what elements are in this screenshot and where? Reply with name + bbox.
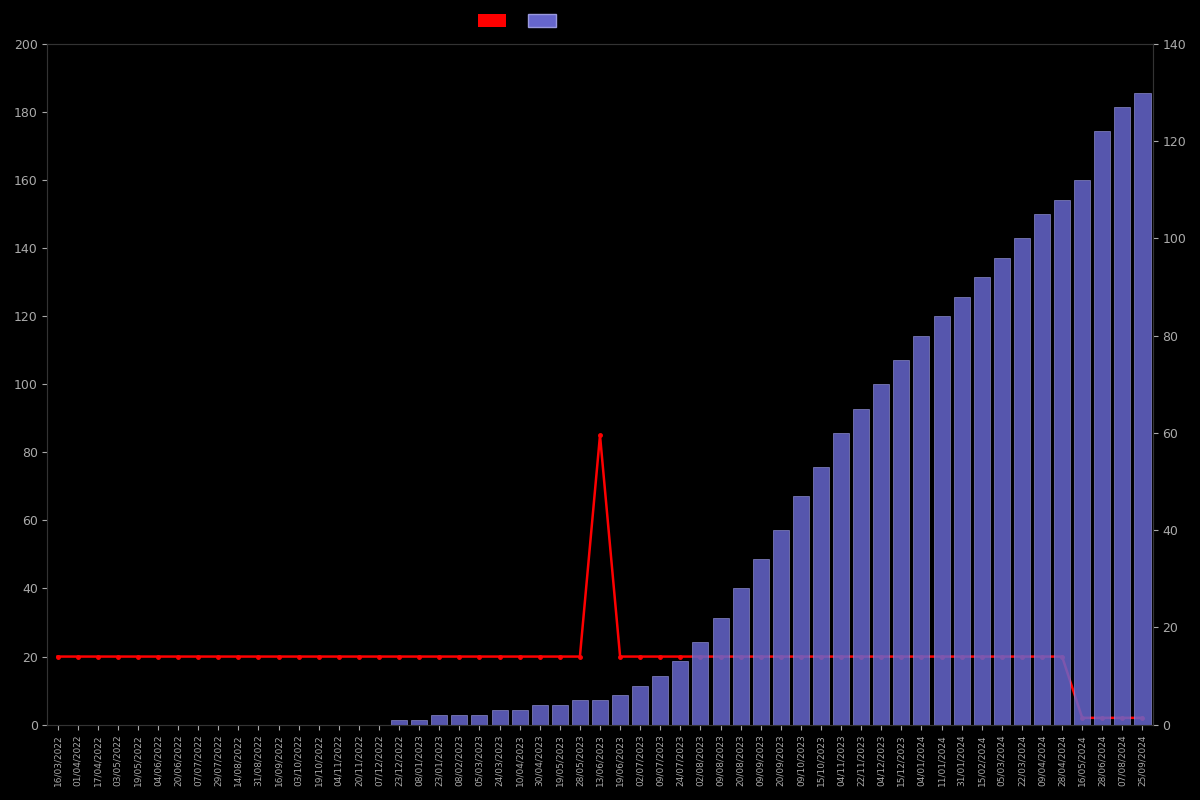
Bar xyxy=(1094,131,1110,725)
Bar xyxy=(552,705,568,725)
Bar xyxy=(391,720,407,725)
Bar xyxy=(934,316,949,725)
Bar xyxy=(1034,214,1050,725)
Bar xyxy=(572,700,588,725)
Bar xyxy=(812,467,829,725)
Bar xyxy=(511,710,528,725)
Bar xyxy=(532,705,547,725)
Bar xyxy=(492,710,508,725)
Bar xyxy=(833,433,850,725)
Bar xyxy=(451,715,467,725)
Bar xyxy=(1014,238,1030,725)
Bar xyxy=(612,695,628,725)
Bar xyxy=(994,258,1010,725)
Bar xyxy=(1115,107,1130,725)
Bar xyxy=(653,676,668,725)
Legend: , : , xyxy=(474,10,571,32)
Bar xyxy=(874,384,889,725)
Bar xyxy=(412,720,427,725)
Bar xyxy=(1054,199,1070,725)
Bar xyxy=(472,715,487,725)
Bar xyxy=(773,530,788,725)
Bar xyxy=(1134,93,1151,725)
Bar xyxy=(913,336,930,725)
Bar xyxy=(692,642,708,725)
Bar xyxy=(973,278,990,725)
Bar xyxy=(733,589,749,725)
Bar xyxy=(431,715,448,725)
Bar xyxy=(713,618,728,725)
Bar xyxy=(592,700,608,725)
Bar xyxy=(853,409,869,725)
Bar xyxy=(752,559,769,725)
Bar xyxy=(893,360,910,725)
Bar xyxy=(954,297,970,725)
Bar xyxy=(793,496,809,725)
Bar xyxy=(672,662,689,725)
Bar xyxy=(1074,180,1091,725)
Bar xyxy=(632,686,648,725)
